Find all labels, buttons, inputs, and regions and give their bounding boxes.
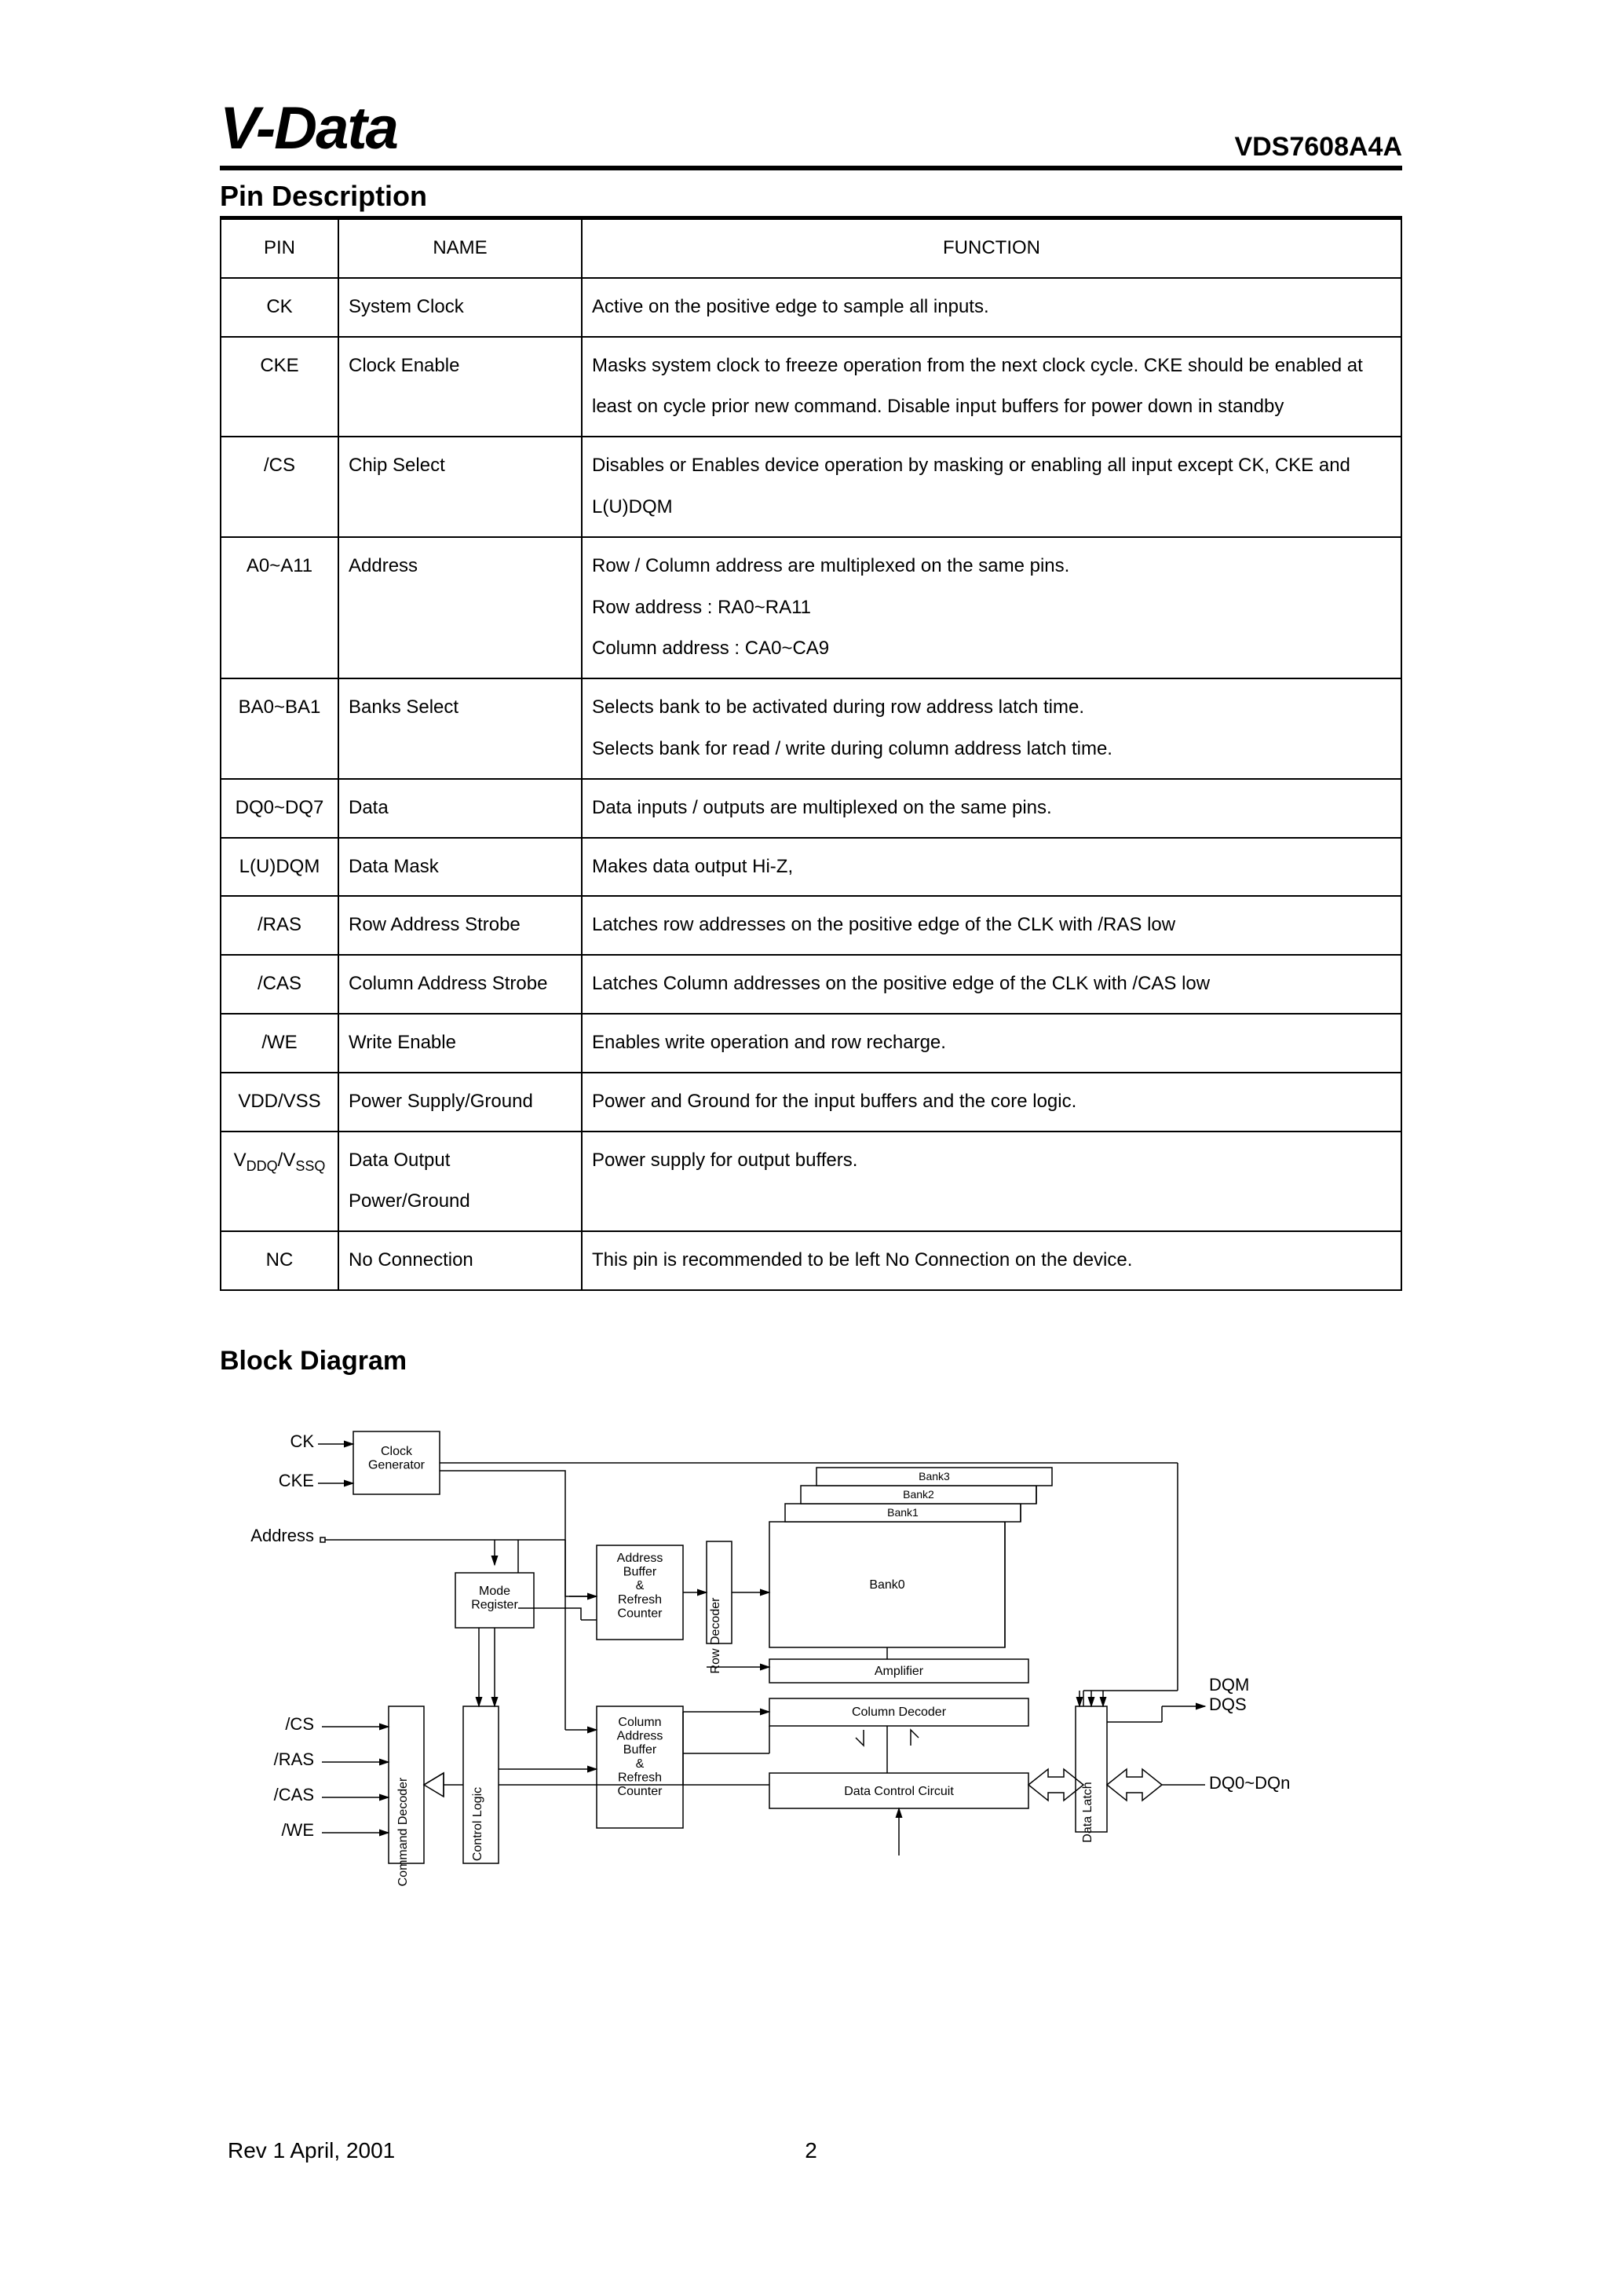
table-row: CKEClock EnableMasks system clock to fre…: [221, 337, 1401, 437]
function-cell: Power supply for output buffers.: [582, 1132, 1401, 1232]
function-cell: Active on the positive edge to sample al…: [582, 278, 1401, 337]
logo: V-Data: [220, 94, 397, 163]
block-diagram: CKCKEAddressClockGeneratorModeRegisterAd…: [220, 1416, 1402, 1903]
svg-text:Address: Address: [250, 1526, 314, 1545]
name-cell: Data Mask: [338, 838, 582, 897]
table-row: /CASColumn Address StrobeLatches Column …: [221, 955, 1401, 1014]
footer-rev: Rev 1 April, 2001: [228, 2138, 395, 2163]
svg-text:Data Latch: Data Latch: [1081, 1782, 1094, 1842]
pin-cell: /CAS: [221, 955, 338, 1014]
function-cell: Data inputs / outputs are multiplexed on…: [582, 779, 1401, 838]
svg-text:Bank2: Bank2: [903, 1488, 934, 1501]
svg-text:Control Logic: Control Logic: [471, 1787, 484, 1861]
pin-cell: BA0~BA1: [221, 678, 338, 779]
table-row: NCNo ConnectionThis pin is recommended t…: [221, 1231, 1401, 1290]
part-number: VDS7608A4A: [1234, 132, 1402, 163]
pin-description-title: Pin Description: [220, 180, 1402, 218]
name-cell: Data Output Power/Ground: [338, 1132, 582, 1232]
table-row: /WEWrite EnableEnables write operation a…: [221, 1014, 1401, 1073]
footer-page: 2: [805, 2138, 817, 2163]
col-function: FUNCTION: [582, 219, 1401, 278]
pin-cell: CK: [221, 278, 338, 337]
svg-text:Command Decoder: Command Decoder: [396, 1777, 410, 1886]
name-cell: Address: [338, 537, 582, 678]
pin-table: PIN NAME FUNCTION CKSystem ClockActive o…: [220, 218, 1402, 1291]
pin-cell: VDDQ/VSSQ: [221, 1132, 338, 1232]
function-cell: Enables write operation and row recharge…: [582, 1014, 1401, 1073]
function-cell: Power and Ground for the input buffers a…: [582, 1073, 1401, 1132]
pin-cell: CKE: [221, 337, 338, 437]
table-row: A0~A11AddressRow / Column address are mu…: [221, 537, 1401, 678]
table-row: CKSystem ClockActive on the positive edg…: [221, 278, 1401, 337]
svg-text:DQM: DQM: [1209, 1675, 1249, 1695]
name-cell: No Connection: [338, 1231, 582, 1290]
svg-text:CK: CK: [290, 1431, 314, 1451]
svg-text:/CS: /CS: [285, 1714, 314, 1734]
footer: Rev 1 April, 2001 2: [220, 2138, 1402, 2163]
name-cell: Data: [338, 779, 582, 838]
svg-text:Data Control Circuit: Data Control Circuit: [844, 1785, 954, 1798]
name-cell: Banks Select: [338, 678, 582, 779]
block-diagram-title: Block Diagram: [220, 1346, 1402, 1377]
name-cell: Power Supply/Ground: [338, 1073, 582, 1132]
function-cell: Masks system clock to freeze operation f…: [582, 337, 1401, 437]
function-cell: Makes data output Hi-Z,: [582, 838, 1401, 897]
table-row: VDD/VSSPower Supply/GroundPower and Grou…: [221, 1073, 1401, 1132]
pin-cell: VDD/VSS: [221, 1073, 338, 1132]
header: V-Data VDS7608A4A: [220, 94, 1402, 170]
pin-cell: DQ0~DQ7: [221, 779, 338, 838]
table-row: /CSChip SelectDisables or Enables device…: [221, 437, 1401, 537]
svg-text:CKE: CKE: [279, 1471, 314, 1490]
pin-cell: A0~A11: [221, 537, 338, 678]
function-cell: Latches row addresses on the positive ed…: [582, 896, 1401, 955]
table-row: VDDQ/VSSQData Output Power/GroundPower s…: [221, 1132, 1401, 1232]
function-cell: Latches Column addresses on the positive…: [582, 955, 1401, 1014]
function-cell: Selects bank to be activated during row …: [582, 678, 1401, 779]
function-cell: Row / Column address are multiplexed on …: [582, 537, 1401, 678]
svg-text:Column Decoder: Column Decoder: [852, 1706, 947, 1719]
name-cell: Write Enable: [338, 1014, 582, 1073]
col-name: NAME: [338, 219, 582, 278]
pin-cell: /RAS: [221, 896, 338, 955]
table-row: DQ0~DQ7DataData inputs / outputs are mul…: [221, 779, 1401, 838]
svg-text:Bank1: Bank1: [887, 1506, 919, 1519]
svg-text:/RAS: /RAS: [274, 1749, 314, 1769]
pin-cell: NC: [221, 1231, 338, 1290]
svg-text:DQS: DQS: [1209, 1695, 1247, 1714]
table-header-row: PIN NAME FUNCTION: [221, 219, 1401, 278]
block-diagram-svg: CKCKEAddressClockGeneratorModeRegisterAd…: [220, 1416, 1397, 1903]
name-cell: System Clock: [338, 278, 582, 337]
svg-text:DQ0~DQn: DQ0~DQn: [1209, 1773, 1290, 1793]
svg-text:/CAS: /CAS: [274, 1785, 314, 1804]
name-cell: Column Address Strobe: [338, 955, 582, 1014]
name-cell: Row Address Strobe: [338, 896, 582, 955]
svg-text:Row Decoder: Row Decoder: [709, 1597, 722, 1674]
svg-text:Bank3: Bank3: [919, 1470, 950, 1483]
pin-cell: L(U)DQM: [221, 838, 338, 897]
pin-cell: /WE: [221, 1014, 338, 1073]
pin-cell: /CS: [221, 437, 338, 537]
function-cell: This pin is recommended to be left No Co…: [582, 1231, 1401, 1290]
table-row: BA0~BA1Banks SelectSelects bank to be ac…: [221, 678, 1401, 779]
name-cell: Clock Enable: [338, 337, 582, 437]
svg-text:Bank0: Bank0: [869, 1578, 904, 1592]
table-row: L(U)DQMData MaskMakes data output Hi-Z,: [221, 838, 1401, 897]
svg-text:Amplifier: Amplifier: [875, 1665, 924, 1678]
col-pin: PIN: [221, 219, 338, 278]
svg-text:/WE: /WE: [281, 1820, 314, 1840]
table-row: /RASRow Address StrobeLatches row addres…: [221, 896, 1401, 955]
name-cell: Chip Select: [338, 437, 582, 537]
function-cell: Disables or Enables device operation by …: [582, 437, 1401, 537]
